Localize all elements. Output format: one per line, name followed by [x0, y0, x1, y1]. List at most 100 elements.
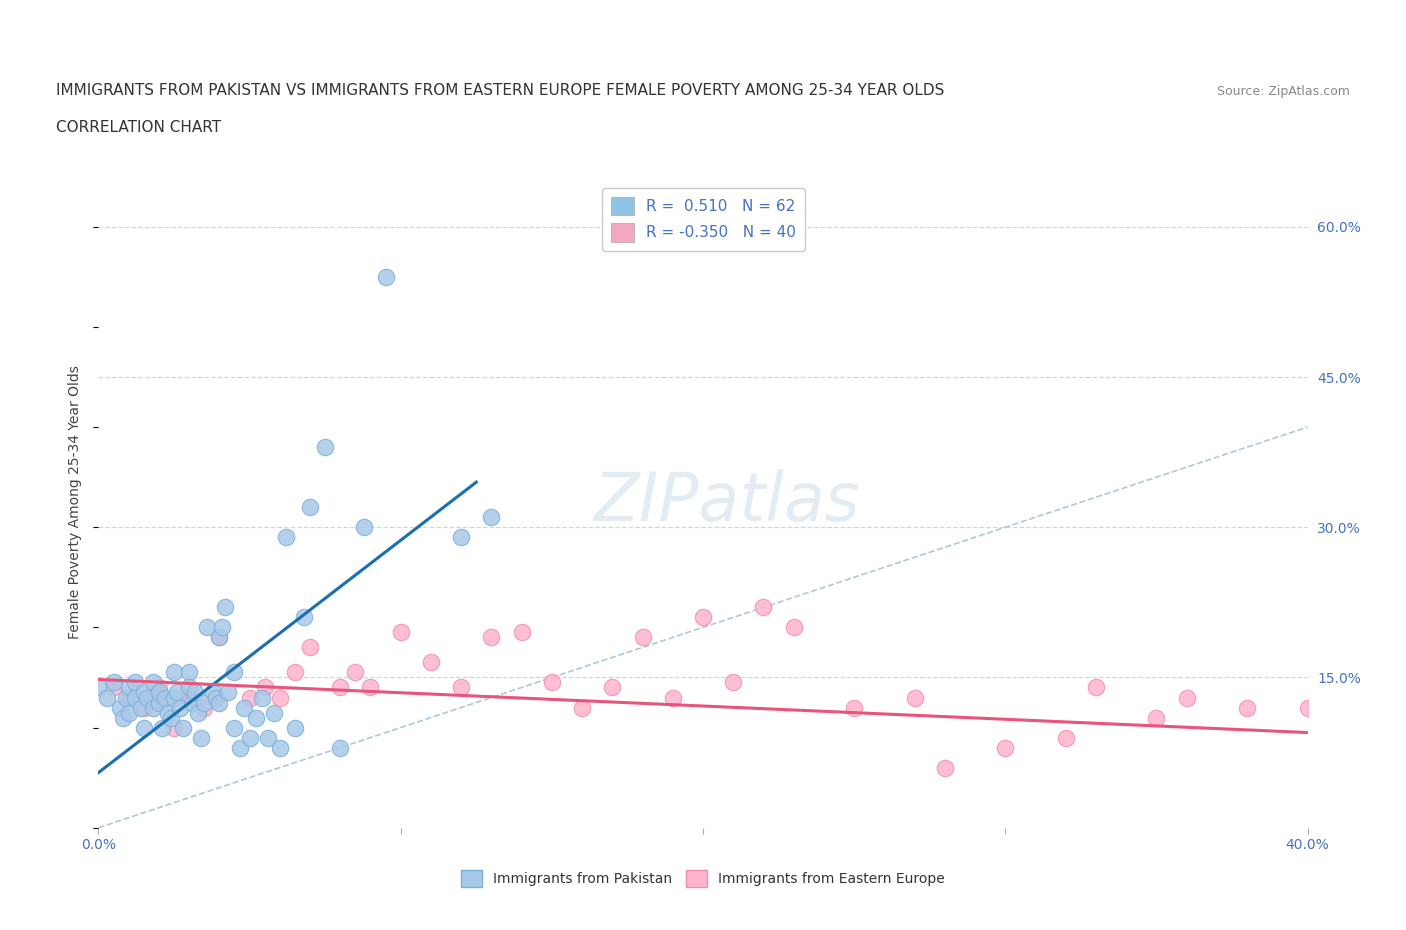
- Point: [1085, 680, 1108, 695]
- Point: [994, 740, 1017, 755]
- Point: [160, 711, 183, 725]
- Point: [142, 700, 165, 715]
- Point: [202, 685, 225, 700]
- Point: [420, 655, 443, 670]
- Point: [118, 680, 141, 695]
- Point: [904, 690, 927, 705]
- Point: [208, 630, 231, 644]
- Point: [211, 620, 233, 635]
- Point: [662, 690, 685, 705]
- Point: [108, 700, 131, 715]
- Point: [124, 690, 146, 705]
- Point: [239, 690, 262, 705]
- Text: Source: ZipAtlas.com: Source: ZipAtlas.com: [1216, 85, 1350, 98]
- Point: [692, 610, 714, 625]
- Point: [284, 720, 307, 735]
- Point: [148, 685, 170, 700]
- Point: [263, 705, 285, 720]
- Point: [284, 665, 307, 680]
- Point: [214, 600, 236, 615]
- Point: [124, 675, 146, 690]
- Point: [256, 730, 278, 745]
- Point: [1144, 711, 1167, 725]
- Point: [179, 690, 201, 705]
- Point: [132, 700, 155, 715]
- Point: [374, 270, 396, 285]
- Text: IMMIGRANTS FROM PAKISTAN VS IMMIGRANTS FROM EASTERN EUROPE FEMALE POVERTY AMONG : IMMIGRANTS FROM PAKISTAN VS IMMIGRANTS F…: [56, 83, 945, 98]
- Point: [1296, 700, 1319, 715]
- Y-axis label: Female Poverty Among 25-34 Year Olds: Female Poverty Among 25-34 Year Olds: [69, 365, 83, 639]
- Point: [179, 665, 201, 680]
- Point: [450, 680, 472, 695]
- Point: [163, 665, 186, 680]
- Point: [389, 625, 412, 640]
- Point: [118, 705, 141, 720]
- Point: [571, 700, 593, 715]
- Point: [1175, 690, 1198, 705]
- Point: [169, 700, 191, 715]
- Point: [299, 640, 322, 655]
- Point: [118, 690, 141, 705]
- Point: [253, 680, 276, 695]
- Point: [232, 700, 254, 715]
- Point: [181, 695, 204, 710]
- Point: [142, 675, 165, 690]
- Point: [353, 520, 375, 535]
- Point: [217, 685, 239, 700]
- Point: [132, 685, 155, 700]
- Point: [193, 695, 215, 710]
- Point: [205, 690, 228, 705]
- Point: [329, 680, 352, 695]
- Point: [1054, 730, 1077, 745]
- Point: [250, 690, 273, 705]
- Point: [224, 665, 246, 680]
- Point: [344, 665, 367, 680]
- Point: [103, 675, 125, 690]
- Point: [314, 440, 336, 455]
- Point: [156, 705, 179, 720]
- Point: [132, 720, 155, 735]
- Point: [934, 760, 956, 775]
- Point: [292, 610, 315, 625]
- Text: CORRELATION CHART: CORRELATION CHART: [56, 120, 221, 135]
- Point: [274, 530, 297, 545]
- Point: [163, 690, 186, 705]
- Point: [163, 720, 186, 735]
- Point: [229, 740, 252, 755]
- Point: [150, 720, 173, 735]
- Point: [510, 625, 533, 640]
- Point: [602, 680, 624, 695]
- Point: [783, 620, 806, 635]
- Point: [111, 711, 134, 725]
- Text: ZIPatlas: ZIPatlas: [593, 470, 860, 535]
- Point: [269, 740, 291, 755]
- Point: [450, 530, 472, 545]
- Point: [208, 695, 231, 710]
- Point: [129, 700, 152, 715]
- Point: [190, 730, 212, 745]
- Point: [193, 700, 215, 715]
- Point: [844, 700, 866, 715]
- Point: [187, 705, 209, 720]
- Point: [224, 720, 246, 735]
- Point: [329, 740, 352, 755]
- Point: [179, 680, 201, 695]
- Point: [208, 630, 231, 644]
- Point: [239, 730, 262, 745]
- Point: [481, 630, 503, 644]
- Point: [103, 680, 125, 695]
- Point: [360, 680, 382, 695]
- Point: [245, 711, 267, 725]
- Point: [87, 680, 110, 695]
- Point: [299, 499, 322, 514]
- Point: [153, 690, 176, 705]
- Point: [269, 690, 291, 705]
- Point: [96, 690, 118, 705]
- Point: [481, 510, 503, 525]
- Point: [166, 685, 188, 700]
- Point: [1236, 700, 1258, 715]
- Point: [631, 630, 654, 644]
- Point: [135, 690, 157, 705]
- Point: [540, 675, 562, 690]
- Point: [148, 695, 170, 710]
